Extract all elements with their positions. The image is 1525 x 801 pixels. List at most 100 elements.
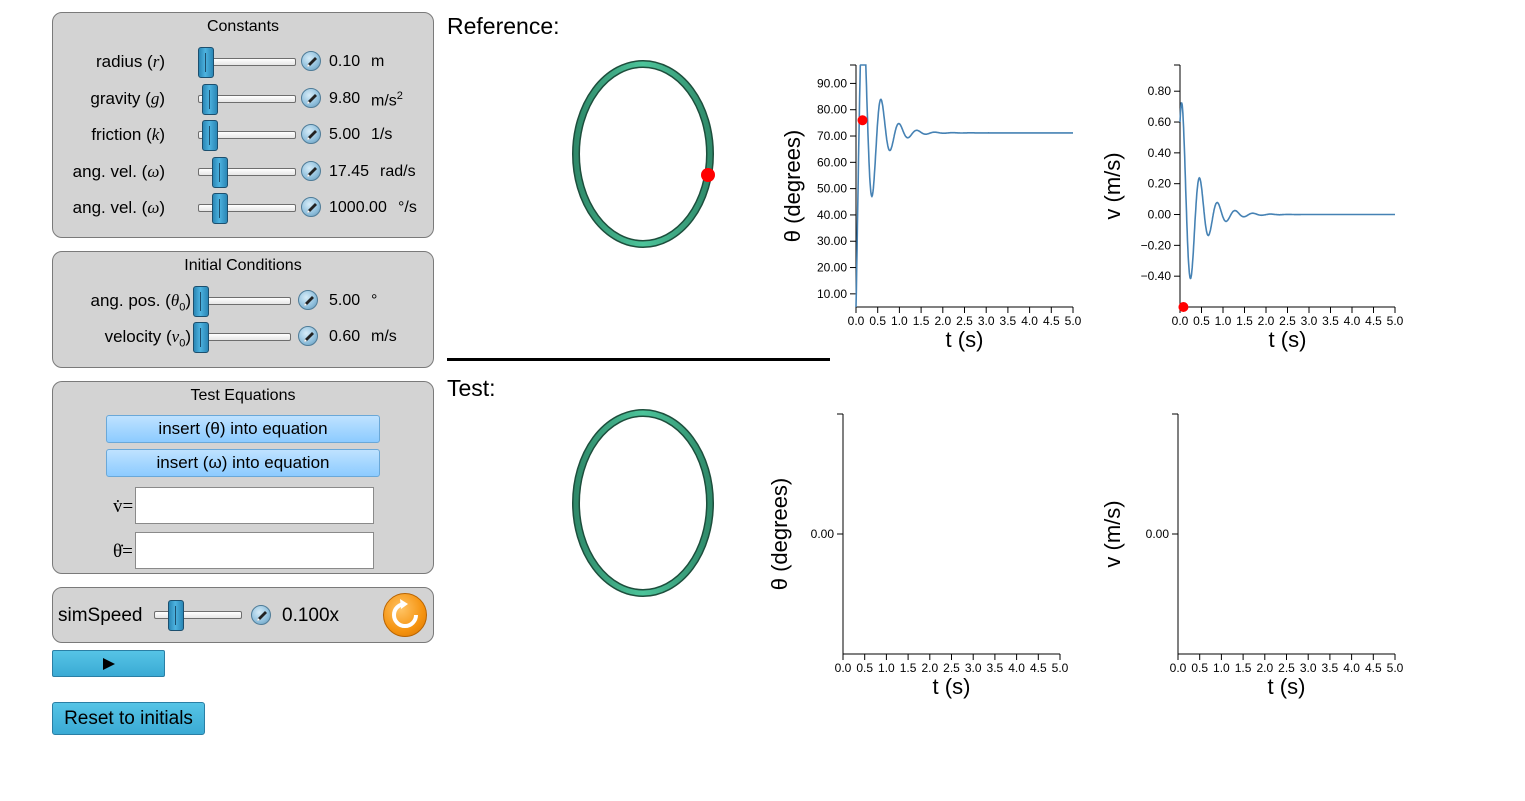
test-theta-chart: 0.0 0.5 1.0 1.5 2.0 2.5 3.0 3.5 4.0 4.5 5.0 0.00 t (… xyxy=(767,413,1069,699)
slider-track xyxy=(198,167,296,176)
x-tick-label: 2.0 xyxy=(1258,314,1275,328)
x-axis-label: t (s) xyxy=(1269,327,1307,352)
series-line xyxy=(855,64,1073,308)
edit-icon[interactable] xyxy=(301,197,321,217)
test-label: Test: xyxy=(447,375,496,401)
slider-label: friction (k) xyxy=(91,125,165,144)
edit-icon[interactable] xyxy=(301,124,321,144)
x-tick-label: 3.0 xyxy=(965,661,982,675)
edit-icon[interactable] xyxy=(301,160,321,181)
x-tick-label: 0.5 xyxy=(869,314,886,328)
slider-track xyxy=(198,131,296,139)
x-axis-label: t (s) xyxy=(946,327,984,352)
x-tick-label: 2.5 xyxy=(943,661,960,675)
value-slider[interactable] xyxy=(198,47,296,78)
slider-thumb[interactable] xyxy=(211,156,228,188)
vdot-input[interactable] xyxy=(135,487,374,524)
value-slider[interactable] xyxy=(198,156,296,188)
thetadot-input[interactable] xyxy=(135,532,374,569)
y-tick-label: 90.00 xyxy=(817,76,847,90)
edit-icon[interactable] xyxy=(301,51,321,71)
test-equations-title: Test Equations xyxy=(190,387,296,404)
x-tick-label: 2.0 xyxy=(1256,661,1273,675)
edit-icon[interactable] xyxy=(251,605,271,625)
value-slider[interactable] xyxy=(198,83,296,115)
initial-conditions-panel: Initial Conditions ang. pos. (θ0) 5.00 ° ve… xyxy=(52,251,434,368)
x-tick-label: 3.0 xyxy=(1300,661,1317,675)
slider-thumb[interactable] xyxy=(193,322,209,353)
y-tick-label: 0.00 xyxy=(811,527,835,541)
reset-button[interactable]: Reset to initials xyxy=(52,702,205,735)
current-point-marker xyxy=(857,115,868,126)
edit-icon[interactable] xyxy=(298,290,318,310)
x-tick-label: 1.0 xyxy=(1213,661,1230,675)
y-tick-label: 0.80 xyxy=(1148,84,1172,98)
x-tick-label: 4.0 xyxy=(1021,314,1038,328)
y-tick-label: 20.00 xyxy=(817,261,847,275)
test-velocity-chart: 0.0 0.5 1.0 1.5 2.0 2.5 3.0 3.5 4.0 4.5 5.0 0.00 t (… xyxy=(1100,413,1404,699)
value-slider[interactable] xyxy=(193,286,291,317)
x-tick-label: 3.5 xyxy=(1322,314,1339,328)
value-slider[interactable] xyxy=(193,322,291,353)
y-tick-label: 80.00 xyxy=(817,103,847,117)
constants-panel: Constants radius (r) 0.10 m gravity (g) 9.80… xyxy=(52,12,434,238)
x-tick-label: 0.5 xyxy=(1191,661,1208,675)
insert-theta-button[interactable]: insert (θ) into equation xyxy=(106,415,380,443)
slider-label: velocity (v0) xyxy=(104,327,191,350)
y-axis-label: v (m/s) xyxy=(1100,152,1125,219)
sim-speed-track xyxy=(154,611,242,619)
slider-row: ang. vel. (ω) 1000.00 °/s xyxy=(53,193,433,224)
x-axis-label: t (s) xyxy=(1268,674,1306,699)
x-tick-label: 4.5 xyxy=(1365,314,1382,328)
value-slider[interactable] xyxy=(198,120,296,151)
x-tick-label: 4.0 xyxy=(1008,661,1025,675)
x-tick-label: 4.0 xyxy=(1343,661,1360,675)
edit-icon[interactable] xyxy=(301,87,321,108)
sim-speed-value: 0.100x xyxy=(282,605,340,626)
slider-value: 1000.00 xyxy=(329,199,387,216)
reload-icon[interactable] xyxy=(383,593,427,637)
play-button[interactable] xyxy=(52,650,165,677)
slider-value: 5.00 xyxy=(329,126,361,143)
slider-track xyxy=(198,94,296,103)
reference-ring-view xyxy=(572,60,715,248)
edit-icon[interactable] xyxy=(298,326,318,346)
slider-value: 0.60 xyxy=(329,328,361,345)
slider-row: radius (r) 0.10 m xyxy=(53,47,433,78)
x-tick-label: 5.0 xyxy=(1065,314,1082,328)
sim-speed-slider[interactable] xyxy=(154,600,242,631)
x-tick-label: 3.5 xyxy=(987,661,1004,675)
sim-speed-thumb[interactable] xyxy=(168,600,185,631)
slider-unit: m/s xyxy=(371,328,397,345)
x-tick-label: 5.0 xyxy=(1387,661,1404,675)
x-tick-label: 2.0 xyxy=(934,314,951,328)
slider-unit: m xyxy=(371,53,385,70)
x-tick-label: 0.0 xyxy=(848,314,865,328)
slider-unit: rad/s xyxy=(380,162,416,180)
x-tick-label: 5.0 xyxy=(1387,314,1404,328)
slider-thumb[interactable] xyxy=(211,193,228,224)
slider-thumb[interactable] xyxy=(198,47,214,78)
y-tick-label: −0.20 xyxy=(1141,238,1172,252)
insert-omega-button[interactable]: insert (ω) into equation xyxy=(106,449,380,477)
y-tick-label: 0.00 xyxy=(1146,527,1170,541)
slider-thumb[interactable] xyxy=(202,120,219,151)
slider-row: friction (k) 5.00 1/s xyxy=(53,120,433,151)
x-tick-label: 1.0 xyxy=(878,661,895,675)
slider-thumb[interactable] xyxy=(193,286,209,317)
initial-conditions-title: Initial Conditions xyxy=(184,257,302,274)
y-tick-label: 60.00 xyxy=(817,155,847,169)
thetadot-label: θ̇= xyxy=(113,541,133,562)
y-tick-label: 0.40 xyxy=(1148,146,1172,160)
y-axis-label: θ (degrees) xyxy=(767,478,792,591)
y-axis-label: θ (degrees) xyxy=(780,130,805,243)
x-tick-label: 0.0 xyxy=(835,661,852,675)
x-tick-label: 1.5 xyxy=(913,314,930,328)
sim-speed-label: simSpeed xyxy=(58,605,143,626)
slider-thumb[interactable] xyxy=(202,83,219,115)
x-tick-label: 4.5 xyxy=(1365,661,1382,675)
slider-label: ang. pos. (θ0) xyxy=(90,291,191,314)
x-tick-label: 0.0 xyxy=(1172,314,1189,328)
y-tick-label: 30.00 xyxy=(817,234,847,248)
value-slider[interactable] xyxy=(198,193,296,224)
